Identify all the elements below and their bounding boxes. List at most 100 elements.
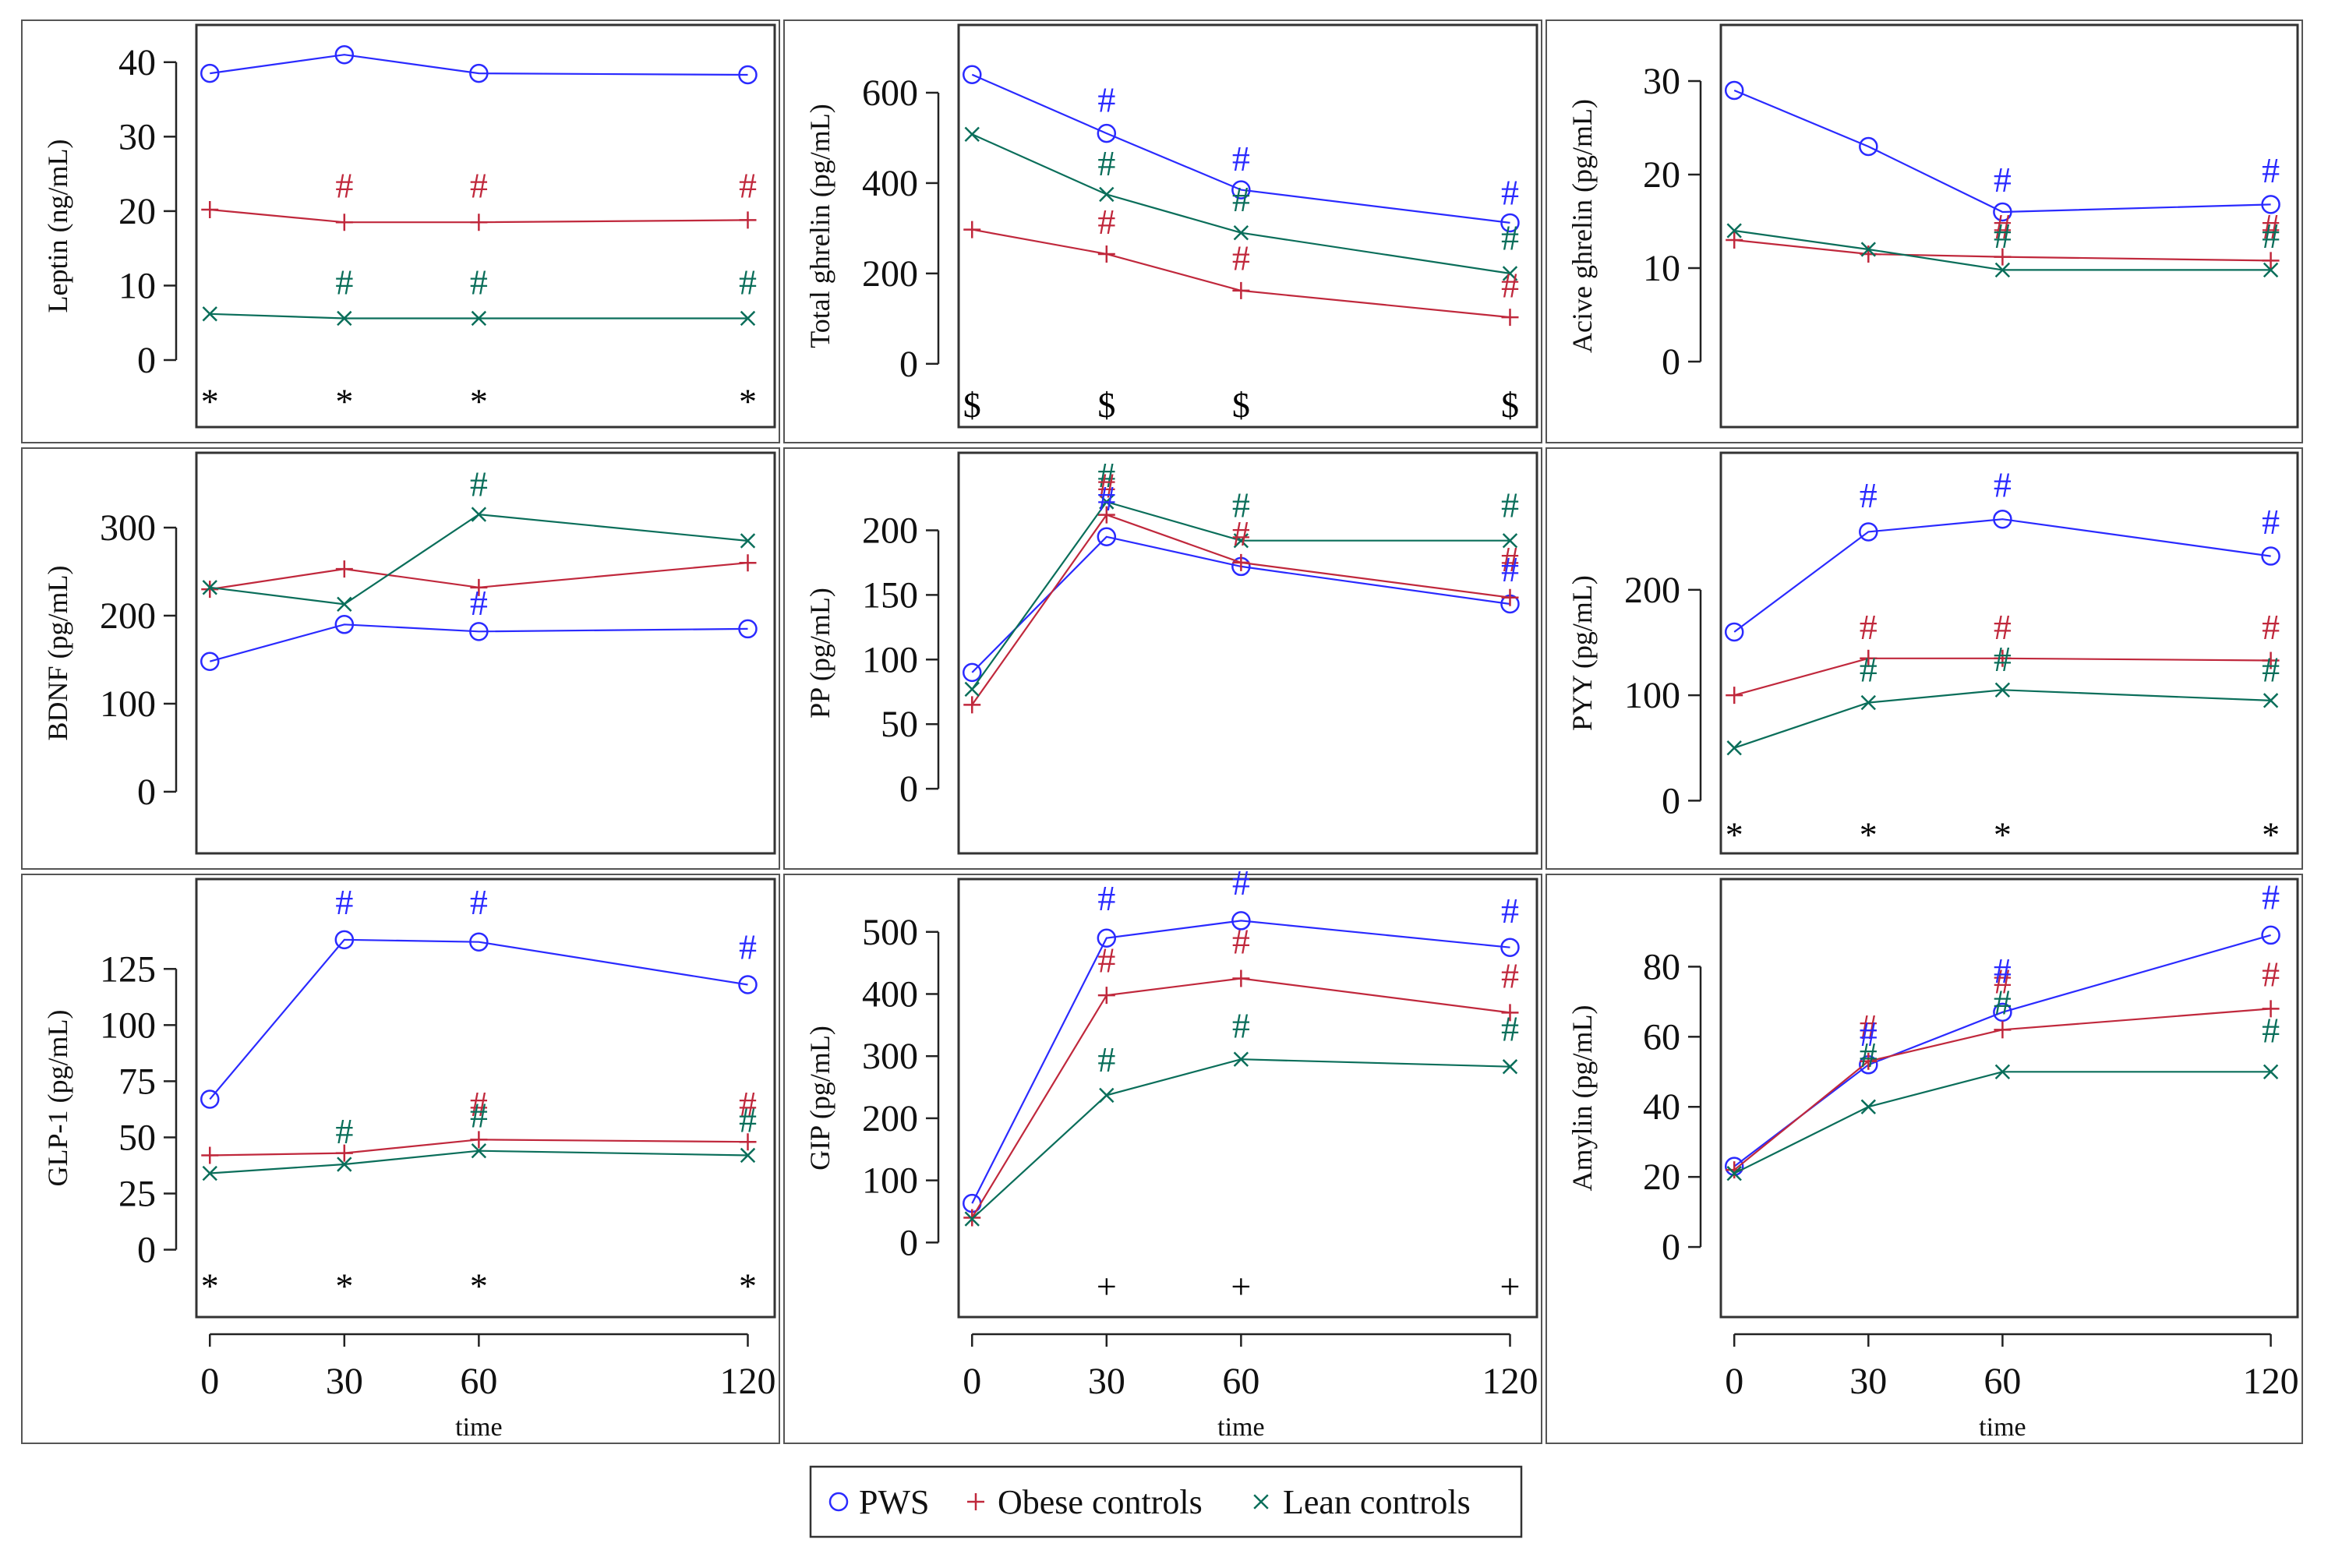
significance-mark: * [470,1266,488,1306]
panel-frame [21,19,780,443]
y-tick-label: 200 [1624,570,1680,611]
significance-mark: * [201,1266,219,1306]
data-point-pws [2261,925,2280,945]
series-line-pws [210,54,748,76]
plot-area [1719,23,2299,429]
data-point-pws [1859,522,1878,542]
significance-mark: # [1097,455,1115,495]
data-point-lean [1502,533,1518,549]
data-point-obese [335,560,353,578]
significance-mark: # [739,1100,757,1139]
y-tick-label: 400 [862,973,918,1015]
data-point-pws [1097,928,1117,948]
data-point-obese [1860,649,1878,667]
y-tick-label: 80 [1643,946,1680,987]
significance-mark: # [739,927,757,966]
significance-mark: # [470,464,488,504]
data-point-lean [1860,1099,1876,1114]
y-tick-label: 500 [862,912,918,953]
significance-mark: # [1097,143,1115,183]
significance-mark: # [1994,961,2012,1001]
y-tick-label: 0 [899,1222,918,1263]
significance-mark: # [739,165,757,205]
panel-frame [783,447,1542,870]
data-point-obese [1232,281,1250,299]
data-point-pws [334,44,355,65]
significance-mark: + [1097,1266,1117,1306]
data-point-lean [471,310,487,327]
data-point-lean [1099,494,1115,510]
panel-frame [1545,447,2303,870]
panel-leptin: 0 10 20 30 40 Leptin (ng/mL) # # # # # # * * * * [21,19,780,443]
data-point-pws [1724,622,1744,642]
data-point-pws [469,932,489,952]
significance-mark: * [335,382,353,422]
significance-mark: + [1231,1266,1251,1306]
data-point-lean [1994,262,2011,278]
series-line-lean [1734,229,2271,271]
legend-label-lean: Lean controls [1283,1483,1471,1521]
series-line-lean [1733,689,2271,749]
y-tick-label: 200 [862,510,918,551]
significance-mark: # [1232,514,1250,553]
significance-mark: # [1097,479,1115,518]
data-point-obese [1097,245,1115,263]
significance-mark: * [1860,815,1878,855]
y-tick-label: 100 [862,1160,918,1202]
data-point-lean [1233,1051,1249,1067]
y-axis-title: PP (pg/mL) [804,588,835,719]
data-point-lean [1860,242,1876,257]
significance-mark: # [1860,1014,1878,1054]
y-tick-label: 60 [1643,1016,1680,1058]
data-point-obese [2262,252,2280,270]
series-line-lean [1733,1071,2271,1174]
x-tick-label: 0 [200,1361,219,1402]
x-tick-label: 0 [963,1361,981,1402]
legend-marker-lean [1253,1494,1269,1510]
x-tick-label: 60 [1222,1361,1259,1402]
y-tick-label: 10 [1643,248,1680,289]
legend-label-obese: Obese controls [998,1483,1203,1521]
legend-label-pws: PWS [859,1483,929,1521]
data-point-lean [1860,694,1876,711]
y-tick-label: 10 [118,265,156,306]
data-point-lean [337,310,352,327]
data-point-pws [2261,546,2280,566]
significance-mark: # [335,1111,353,1151]
significance-mark: # [1994,216,2012,256]
significance-mark: * [1994,815,2012,855]
data-point-obese [201,200,219,218]
series-line-lean [971,500,1510,690]
data-point-lean [740,310,756,327]
significance-mark: * [739,1266,757,1306]
data-point-lean [1994,682,2011,698]
legend-marker-pws [828,1492,849,1512]
significance-mark: # [1232,863,1250,902]
x-tick-label: 60 [460,1361,497,1402]
data-point-pws [200,63,220,83]
y-tick-label: 400 [862,163,918,204]
significance-mark: # [470,882,488,922]
significance-mark: # [1994,465,2012,505]
data-point-obese [1860,1052,1878,1070]
data-point-pws [1500,938,1520,957]
series-line-pws [1733,89,2271,214]
significance-mark: # [1501,173,1519,213]
significance-mark: # [335,263,353,302]
plot-area [1719,878,2299,1319]
x-axis-title: time [1217,1413,1264,1442]
y-tick-label: 0 [1662,341,1680,383]
data-point-pws [1500,213,1520,233]
data-point-lean [964,1211,980,1227]
significance-mark: # [2262,607,2280,647]
significance-mark: * [739,382,757,422]
x-tick-label: 0 [1725,1361,1743,1402]
data-point-obese [1501,1004,1519,1022]
data-point-obese [1501,309,1519,327]
data-point-obese [470,578,488,596]
data-point-lean [1726,740,1742,756]
panel-bdnf: 0 100 200 300 BDNF (pg/mL) # # [21,447,780,870]
y-tick-label: 20 [1643,1157,1680,1198]
